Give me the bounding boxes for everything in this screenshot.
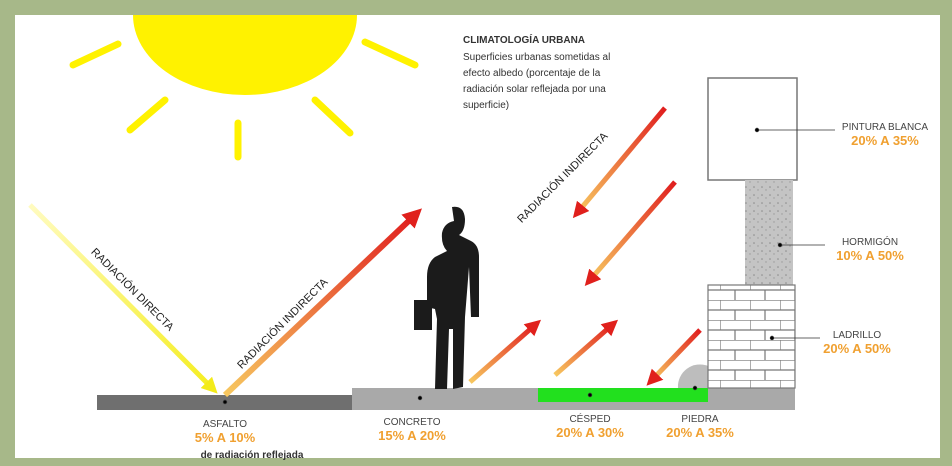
surface-range: 5% A 10% xyxy=(195,430,256,445)
surface-range: 20% A 35% xyxy=(851,133,919,148)
surface-range: 10% A 50% xyxy=(836,248,904,263)
surface-name: CÉSPED xyxy=(569,412,610,425)
leaders xyxy=(222,127,835,405)
arrows xyxy=(28,106,702,398)
surface-range: 20% A 50% xyxy=(823,341,891,356)
sun xyxy=(69,15,419,161)
surface-name: ASFALTO xyxy=(203,419,247,430)
title: CLIMATOLOGÍA URBANA xyxy=(463,33,585,46)
description: Superficies urbanas sometidas al xyxy=(463,52,610,63)
description: efecto albedo (porcentaje de la xyxy=(463,68,601,79)
building xyxy=(707,77,798,389)
description: superficie) xyxy=(463,100,509,111)
surface-name: LADRILLO xyxy=(833,330,882,341)
description: radiación solar reflejada por una xyxy=(463,84,606,95)
footnote: de radiación reflejada xyxy=(201,450,304,461)
surface-range: 20% A 30% xyxy=(556,425,624,440)
surface-name: PIEDRA xyxy=(681,414,719,425)
surface-range: 15% A 20% xyxy=(378,428,446,443)
surface-range: 20% A 35% xyxy=(666,425,734,440)
surface-name: CONCRETO xyxy=(383,417,440,428)
person xyxy=(414,206,479,389)
surface-name: PINTURA BLANCA xyxy=(842,122,928,133)
surface-name: HORMIGÓN xyxy=(842,235,898,248)
